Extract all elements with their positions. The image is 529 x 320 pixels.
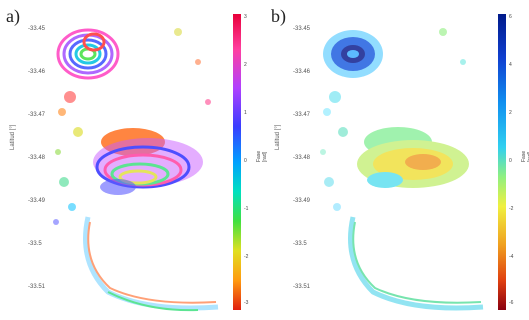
y-axis-label: Latitud [°] [10, 124, 16, 150]
phase-map-graphic [320, 28, 484, 311]
colorbar-label: Fase [rad] [521, 150, 529, 162]
colorbar-tick: 0 [244, 158, 247, 164]
panel-label: b) [271, 6, 286, 26]
phase-map-graphic [53, 28, 219, 312]
colorbar-tick: -2 [509, 206, 514, 212]
y-axis-label: Latitud [°] [275, 124, 281, 150]
colorbar [233, 14, 241, 310]
colorbar-tick: 2 [244, 62, 247, 68]
y-tick: -33.47 [28, 112, 46, 118]
figure-panel-b: b) Latitud [°] -33.45 -33.46 -33.47 -33.… [265, 0, 529, 320]
y-tick: -33.5 [28, 241, 42, 247]
y-tick: -33.45 [293, 26, 311, 32]
colorbar-tick: -1 [244, 206, 249, 212]
colorbar-tick: -2 [244, 254, 249, 260]
colorbar-tick: -6 [509, 300, 514, 306]
y-tick: -33.48 [293, 155, 311, 161]
y-tick: -33.51 [28, 284, 46, 290]
y-tick: -33.49 [28, 198, 46, 204]
y-tick: -33.46 [28, 69, 46, 75]
panel-label: a) [6, 6, 20, 26]
colorbar-tick: 4 [509, 62, 512, 68]
y-tick: -33.45 [28, 26, 46, 32]
y-tick: -33.47 [293, 112, 311, 118]
y-tick: -33.46 [293, 69, 311, 75]
colorbar-tick: 6 [509, 14, 512, 20]
colorbar-tick: -3 [244, 300, 249, 306]
colorbar-tick: 2 [509, 110, 512, 116]
colorbar-tick: 0 [509, 158, 512, 164]
phase-map-image [313, 12, 491, 315]
y-tick: -33.49 [293, 198, 311, 204]
colorbar-tick: -4 [509, 254, 514, 260]
phase-map-image [48, 12, 226, 315]
colorbar-tick: 3 [244, 14, 247, 20]
y-tick: -33.51 [293, 284, 311, 290]
colorbar [498, 14, 506, 310]
colorbar-tick: 1 [244, 110, 247, 116]
figure-panel-a: a) Latitud [°] -33.45 -33.46 -33.47 -33.… [0, 0, 268, 320]
y-tick: -33.5 [293, 241, 307, 247]
y-tick: -33.48 [28, 155, 46, 161]
